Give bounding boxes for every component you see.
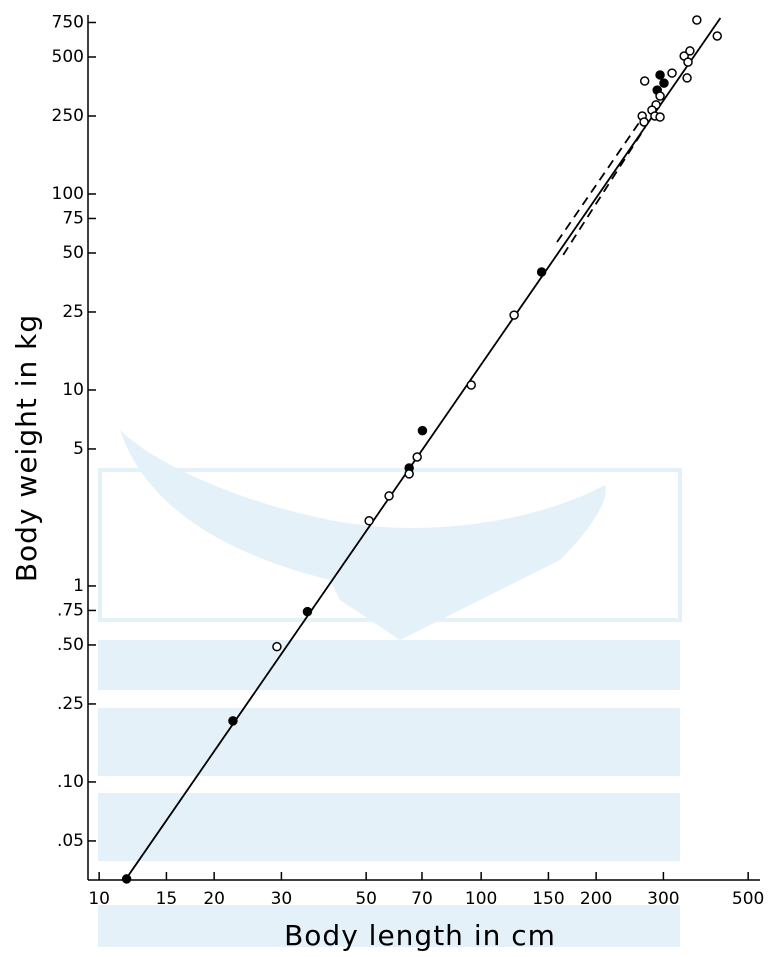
x-tick-label: 70: [411, 889, 433, 909]
point: [364, 516, 374, 526]
x-tick-label: 300: [647, 889, 679, 909]
point: [655, 70, 665, 80]
watermark-band: [98, 640, 680, 690]
point: [639, 117, 649, 127]
point: [659, 78, 669, 88]
point: [302, 606, 313, 617]
point: [685, 46, 695, 56]
y-tick-label: 5: [73, 439, 84, 459]
x-tick-label: 100: [465, 889, 497, 909]
point: [272, 641, 282, 652]
point: [655, 91, 665, 101]
x-tick-label: 150: [532, 889, 564, 909]
x-tick-label: 15: [156, 889, 178, 909]
watermark-band: [98, 708, 680, 776]
x-tick-label: 500: [732, 889, 764, 909]
y-tick-label: .50: [57, 635, 84, 655]
point: [683, 57, 693, 67]
point: [639, 76, 650, 86]
y-tick-label: 50: [62, 243, 84, 263]
y-tick-label: 100: [52, 184, 84, 204]
x-tick-label: 30: [271, 889, 293, 909]
fit-line: [562, 127, 646, 256]
point: [536, 267, 547, 277]
y-tick-label: 75: [62, 208, 84, 228]
point: [228, 716, 238, 726]
point: [655, 112, 665, 122]
fit-line: [556, 120, 642, 243]
point: [384, 491, 394, 501]
y-tick-label: .10: [57, 772, 84, 792]
y-tick-label: .05: [57, 831, 84, 851]
point: [509, 310, 519, 320]
watermark-band: [98, 793, 680, 861]
point: [712, 31, 722, 41]
fit-line: [127, 17, 722, 877]
point: [682, 73, 692, 83]
point: [417, 425, 428, 436]
x-tick-label: 200: [580, 889, 612, 909]
x-tick-label: 50: [355, 889, 377, 909]
point: [466, 380, 476, 390]
y-tick-label: 1: [73, 576, 84, 596]
watermark: [98, 430, 682, 947]
x-tick-label: 10: [88, 889, 110, 909]
x-tick-label: 20: [203, 889, 225, 909]
y-tick-label: .25: [57, 694, 84, 714]
y-tick-label: 250: [52, 106, 84, 126]
y-tick-label: 10: [62, 380, 84, 400]
y-tick-label: 750: [52, 12, 84, 32]
point: [404, 469, 414, 479]
watermark-frame: [98, 468, 682, 622]
point: [692, 15, 702, 25]
watermark-band: [98, 905, 680, 947]
x-axis-label: Body length in cm: [284, 919, 556, 952]
y-tick-label: .75: [57, 600, 84, 620]
y-tick-label: 25: [62, 302, 84, 322]
point: [412, 452, 422, 462]
y-axis-label: Body weight in kg: [10, 314, 43, 582]
y-tick-label: 500: [52, 47, 84, 67]
point: [121, 874, 132, 884]
point: [667, 68, 677, 78]
